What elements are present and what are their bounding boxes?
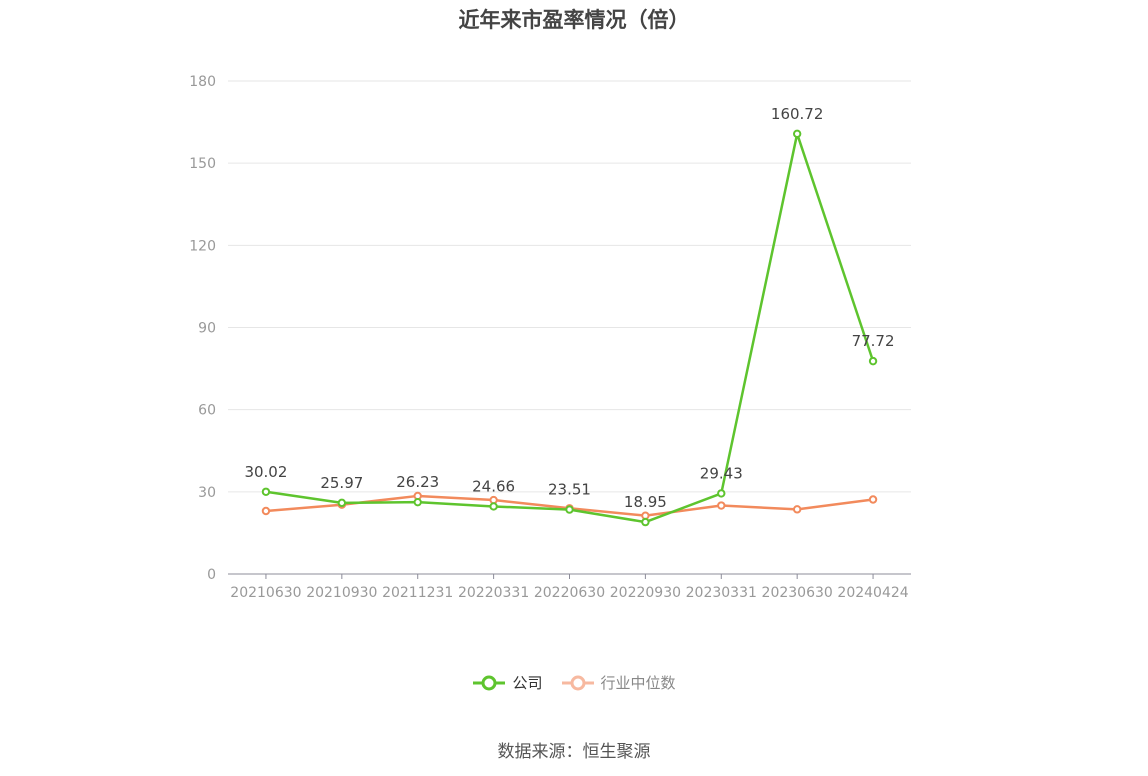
data-label: 23.51 — [548, 481, 591, 499]
data-label: 29.43 — [700, 464, 743, 482]
data-point-company — [489, 502, 498, 511]
data-point-company — [261, 487, 271, 496]
x-tick-label: 20240424 — [837, 585, 908, 601]
x-tick-label: 20210930 — [306, 585, 377, 601]
data-point-company — [868, 356, 878, 366]
x-tick-label: 20211231 — [382, 585, 453, 601]
grid-layer — [228, 80, 911, 493]
data-point-industry — [868, 495, 878, 504]
x-tick-label: 20220930 — [610, 585, 681, 601]
data-point-company — [565, 505, 574, 514]
data-point-industry — [792, 505, 802, 514]
series-layer — [261, 129, 878, 527]
data-point-company — [337, 498, 347, 508]
x-tick-label: 20230630 — [762, 585, 833, 601]
chart-title: 近年来市盈率情况（倍） — [458, 8, 690, 32]
x-tick-label: 20220630 — [534, 585, 605, 601]
legend-company-label: 公司 — [512, 674, 543, 692]
data-label: 25.97 — [320, 474, 363, 492]
y-tick-label: 60 — [198, 403, 216, 419]
data-point-company — [792, 129, 802, 139]
legend-item-company[interactable]: 公司 — [472, 672, 543, 693]
source-note: 数据来源：恒生聚源 — [497, 742, 651, 762]
legend-industry-label: 行业中位数 — [600, 674, 676, 692]
x-tick-label: 20210630 — [230, 585, 301, 601]
label-layer: 30.02 25.97 26.23 24.66 23.51 18.95 29.43 160.7… — [244, 105, 894, 511]
data-label: 160.72 — [771, 105, 824, 123]
data-point-industry — [717, 501, 726, 510]
y-tick-label: 90 — [198, 321, 216, 337]
legend-company-marker-icon — [473, 675, 506, 690]
y-tick-label: 120 — [189, 238, 216, 254]
y-tick-label: 150 — [189, 156, 216, 172]
line-chart: 0 30 60 90 120 150 180 20210630 20210930 20211231… — [189, 74, 911, 601]
data-label: 18.95 — [624, 493, 667, 511]
data-label: 77.72 — [852, 332, 895, 350]
x-tick-label: 20230331 — [686, 585, 757, 601]
data-label: 24.66 — [472, 477, 515, 495]
data-point-company — [717, 489, 726, 498]
data-point-industry — [261, 506, 271, 516]
axis-layer: 0 30 60 90 120 150 180 20210630 20210930 20211231… — [189, 74, 911, 601]
y-tick-label: 30 — [198, 485, 216, 501]
data-point-company — [413, 497, 422, 507]
data-label: 26.23 — [396, 473, 439, 491]
legend-industry-marker-icon — [561, 675, 594, 690]
legend: 公司 行业中位数 — [0, 672, 1148, 693]
data-point-company — [641, 517, 650, 527]
x-tick-label: 20220331 — [458, 585, 529, 601]
data-label: 30.02 — [244, 463, 287, 481]
y-tick-label: 0 — [207, 567, 216, 583]
y-tick-label: 180 — [189, 74, 216, 90]
legend-item-industry[interactable]: 行业中位数 — [561, 672, 676, 693]
